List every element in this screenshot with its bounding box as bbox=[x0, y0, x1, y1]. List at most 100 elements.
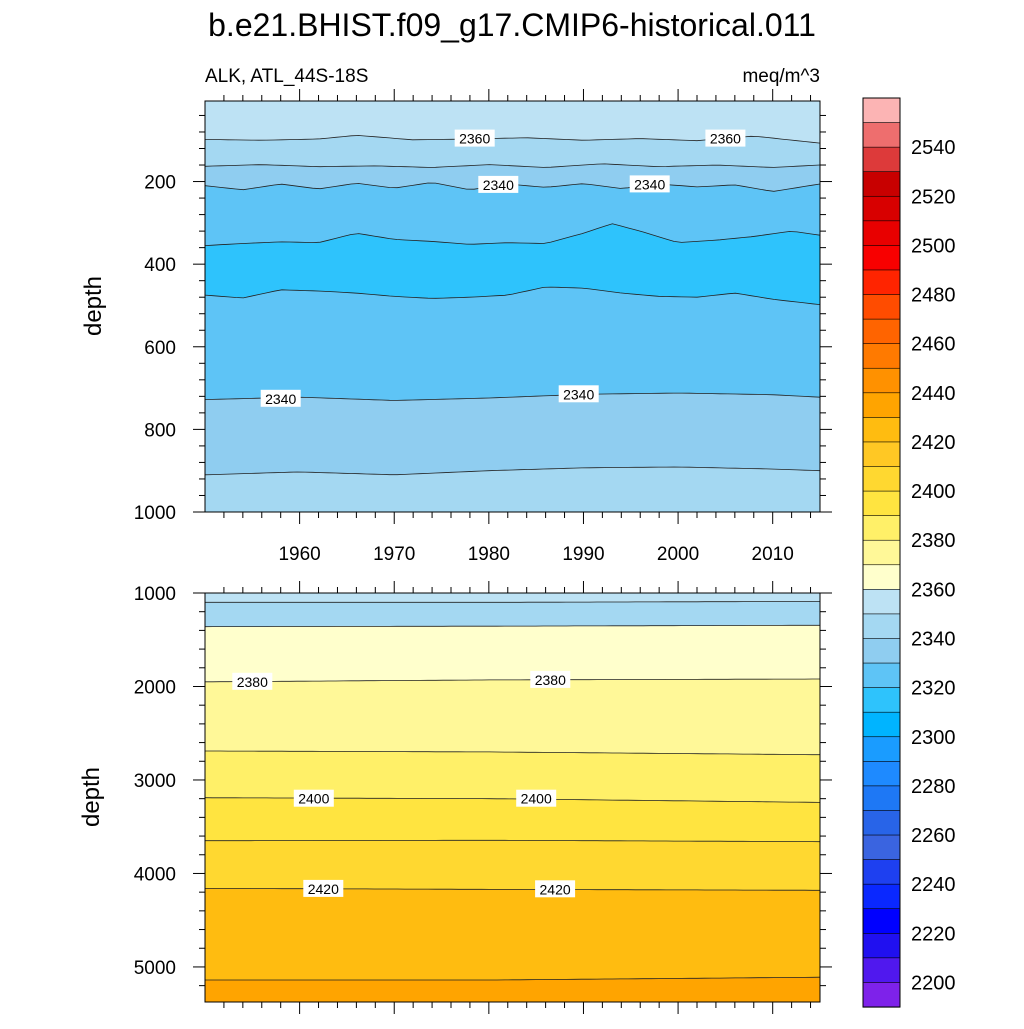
lower-ytick-label-1: 2000 bbox=[134, 677, 176, 698]
lower-ytick-label-0: 1000 bbox=[134, 584, 176, 605]
colorbar-label-3: 2480 bbox=[911, 285, 956, 307]
colorbar-box-30 bbox=[862, 834, 901, 861]
upper-xtick-label-4: 2000 bbox=[657, 544, 699, 565]
colorbar-box-18 bbox=[862, 539, 901, 566]
lower-contour-label-3: 2400 bbox=[521, 791, 552, 807]
upper-xtick-label-5: 2010 bbox=[752, 544, 794, 565]
colorbar-box-11 bbox=[862, 367, 901, 394]
colorbar-box-34 bbox=[862, 932, 901, 959]
colorbar-box-21 bbox=[862, 613, 901, 640]
colorbar-label-16: 2220 bbox=[911, 923, 956, 945]
lower-panel-frame bbox=[204, 592, 821, 1003]
lower-contour-label-box-4 bbox=[303, 879, 344, 897]
colorbar-box-32 bbox=[862, 883, 901, 910]
colorbar-box-25 bbox=[862, 711, 901, 738]
colorbar-box-15 bbox=[862, 466, 901, 492]
colorbar-label-6: 2420 bbox=[911, 432, 956, 454]
colorbar-box-28 bbox=[862, 785, 901, 812]
upper-ytick-label-2: 600 bbox=[144, 338, 176, 359]
upper-contour-label-1: 2360 bbox=[710, 131, 741, 147]
colorbar-label-1: 2520 bbox=[911, 186, 956, 208]
upper-xtick-label-3: 1990 bbox=[562, 544, 604, 565]
upper-ytick-label-0: 200 bbox=[144, 173, 176, 194]
upper-contour-line-5 bbox=[204, 392, 821, 401]
upper-band-0 bbox=[205, 101, 820, 144]
upper-contour-label-box-2 bbox=[478, 175, 519, 193]
upper-contour-label-box-1 bbox=[705, 129, 746, 147]
colorbar-box-0 bbox=[862, 97, 901, 124]
colorbar-box-2 bbox=[862, 146, 901, 173]
lower-ytick-label-2: 3000 bbox=[134, 771, 176, 792]
lower-band-8 bbox=[205, 977, 820, 1002]
upper-ytick-label-1: 400 bbox=[144, 255, 176, 276]
upper-contour-label-box-0 bbox=[454, 129, 495, 147]
colorbar-box-33 bbox=[862, 908, 901, 934]
lower-band-4 bbox=[205, 751, 820, 803]
upper-xtick-label-2: 1980 bbox=[468, 544, 510, 565]
upper-panel-contour-lines bbox=[204, 135, 821, 476]
lower-ylabel: depth bbox=[78, 767, 105, 827]
colorbar-label-14: 2260 bbox=[911, 825, 956, 847]
colorbar-label-0: 2540 bbox=[911, 137, 956, 159]
upper-band-3 bbox=[205, 183, 820, 246]
lower-band-1 bbox=[205, 601, 820, 627]
colorbar-box-12 bbox=[862, 392, 901, 418]
lower-band-2 bbox=[205, 625, 820, 682]
upper-contour-line-6 bbox=[204, 466, 821, 476]
upper-contour-label-4: 2340 bbox=[265, 391, 296, 407]
lower-contour-label-box-0 bbox=[232, 672, 273, 690]
lower-ytick-label-3: 4000 bbox=[134, 864, 176, 885]
lower-contour-line-0 bbox=[205, 601, 820, 603]
colorbar-label-8: 2380 bbox=[911, 530, 956, 552]
lower-panel-contour-labels: 2380 2380 2400 2400 2420 2420 bbox=[232, 670, 576, 898]
lower-contour-line-3 bbox=[205, 750, 820, 756]
colorbar-box-35 bbox=[862, 957, 901, 984]
upper-xtick-label-1: 1970 bbox=[373, 544, 415, 565]
colorbar-box-36 bbox=[862, 982, 901, 1008]
colorbar-box-31 bbox=[862, 859, 901, 885]
upper-panel-frame bbox=[204, 100, 821, 513]
colorbar-box-27 bbox=[862, 761, 901, 787]
upper-xtick-label-0: 1960 bbox=[278, 544, 320, 565]
lower-band-5 bbox=[205, 797, 820, 842]
colorbar-box-26 bbox=[862, 736, 901, 762]
upper-panel-axes: 200 400 600 800 1000 1960 1970 1980 1990 2000 2010 bbox=[134, 89, 832, 565]
upper-contour-label-5: 2340 bbox=[563, 386, 594, 402]
lower-ytick-label-4: 5000 bbox=[134, 958, 176, 979]
lower-contour-line-1 bbox=[204, 624, 820, 628]
upper-contour-label-3: 2340 bbox=[634, 176, 665, 192]
lower-contour-label-box-3 bbox=[516, 789, 557, 807]
colorbar-label-15: 2240 bbox=[911, 874, 956, 896]
colorbar-box-23 bbox=[862, 662, 901, 689]
colorbar-label-9: 2360 bbox=[911, 579, 956, 601]
lower-band-3 bbox=[205, 679, 820, 755]
colorbar-label-5: 2440 bbox=[911, 383, 956, 405]
colorbar-box-17 bbox=[862, 515, 901, 541]
upper-band-5 bbox=[205, 287, 820, 401]
colorbar-box-19 bbox=[862, 564, 901, 590]
upper-contour-label-box-3 bbox=[629, 175, 670, 193]
colorbar-box-20 bbox=[862, 589, 901, 615]
lower-contour-label-box-5 bbox=[535, 880, 576, 898]
left-subtitle: ALK, ATL_44S-18S bbox=[205, 66, 368, 87]
upper-panel-fills bbox=[205, 101, 820, 512]
right-subtitle: meq/m^3 bbox=[742, 66, 820, 87]
upper-contour-label-2: 2340 bbox=[483, 177, 514, 193]
upper-contour-line-3 bbox=[204, 223, 821, 246]
upper-panel-contour-labels: 2360 2360 2340 2340 2340 2340 bbox=[260, 129, 746, 407]
colorbar-box-29 bbox=[862, 810, 901, 836]
upper-ylabel: depth bbox=[80, 276, 107, 336]
colorbar-label-11: 2320 bbox=[911, 678, 956, 700]
colorbar-frame bbox=[862, 97, 901, 1008]
colorbar-box-16 bbox=[862, 490, 901, 517]
colorbar-label-4: 2460 bbox=[911, 334, 956, 356]
upper-band-1 bbox=[205, 135, 820, 168]
lower-band-7 bbox=[205, 888, 820, 980]
colorbar-box-24 bbox=[862, 687, 901, 713]
colorbar-box-10 bbox=[862, 343, 901, 369]
colorbar-label-2: 2500 bbox=[911, 235, 956, 257]
colorbar-label-12: 2300 bbox=[911, 727, 956, 749]
upper-band-7 bbox=[205, 467, 820, 512]
lower-contour-label-2: 2400 bbox=[298, 791, 329, 807]
